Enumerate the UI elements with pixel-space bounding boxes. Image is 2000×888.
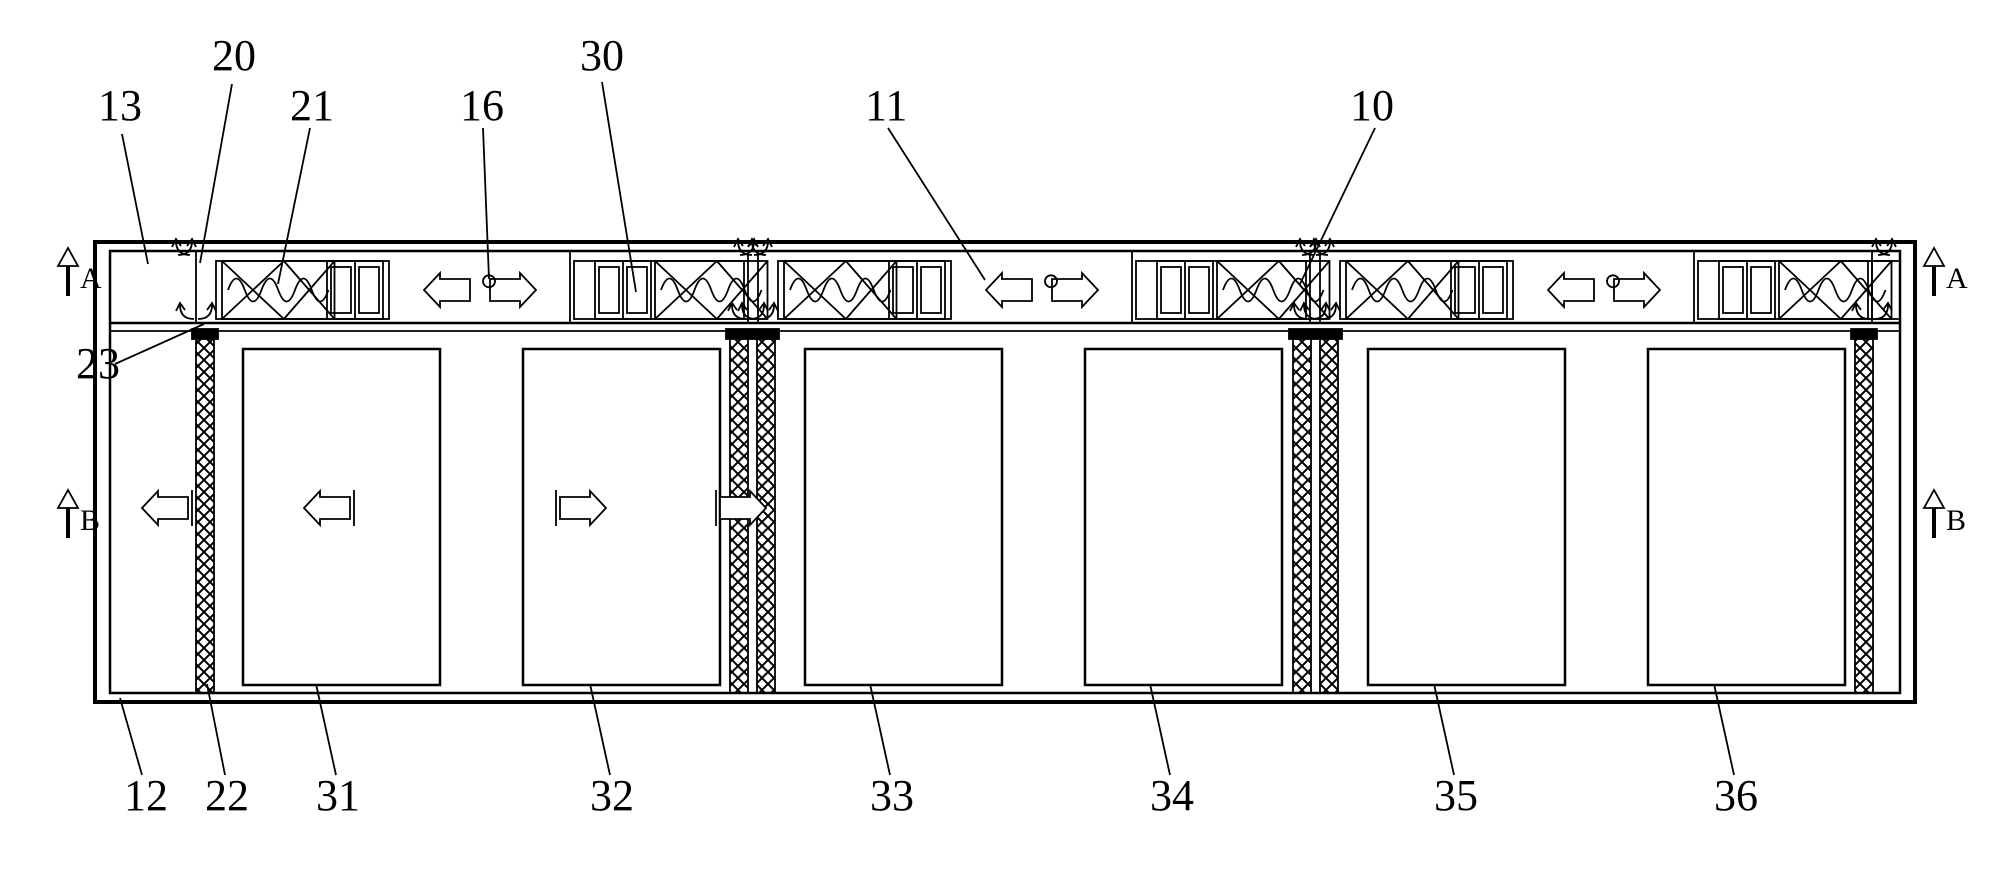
svg-text:34: 34	[1150, 771, 1194, 820]
svg-text:16: 16	[460, 81, 504, 130]
svg-text:10: 10	[1350, 81, 1394, 130]
diagram-svg: 13 20 21 16 30 11 10 23 12 22 31 32 33 34 35 36 A A B B	[0, 0, 2000, 888]
svg-text:11: 11	[865, 81, 907, 130]
svg-text:B: B	[80, 504, 100, 537]
svg-text:31: 31	[316, 771, 360, 820]
svg-text:32: 32	[590, 771, 634, 820]
svg-text:36: 36	[1714, 771, 1758, 820]
svg-text:12: 12	[124, 771, 168, 820]
label-33: 33	[870, 684, 914, 820]
svg-text:13: 13	[98, 81, 142, 130]
label-16: 16	[460, 81, 504, 279]
label-20: 20	[200, 31, 256, 263]
label-35: 35	[1434, 684, 1478, 820]
label-22: 22	[205, 684, 249, 820]
svg-text:23: 23	[76, 339, 120, 388]
svg-text:22: 22	[205, 771, 249, 820]
label-31: 31	[316, 684, 360, 820]
label-13: 13	[98, 81, 148, 264]
label-10: 10	[1300, 81, 1394, 284]
top-strip	[110, 239, 1900, 323]
label-30: 30	[580, 31, 636, 292]
svg-text:20: 20	[212, 31, 256, 80]
section-mark: A	[1924, 248, 1968, 296]
svg-text:A: A	[80, 262, 102, 295]
svg-text:30: 30	[580, 31, 624, 80]
svg-text:35: 35	[1434, 771, 1478, 820]
label-21: 21	[278, 81, 334, 284]
svg-text:33: 33	[870, 771, 914, 820]
svg-text:A: A	[1946, 262, 1968, 295]
label-12: 12	[120, 698, 168, 820]
svg-text:21: 21	[290, 81, 334, 130]
label-36: 36	[1714, 684, 1758, 820]
label-32: 32	[590, 684, 634, 820]
label-34: 34	[1150, 684, 1194, 820]
svg-text:B: B	[1946, 504, 1966, 537]
body	[95, 242, 1915, 702]
section-mark: B	[1924, 490, 1966, 538]
